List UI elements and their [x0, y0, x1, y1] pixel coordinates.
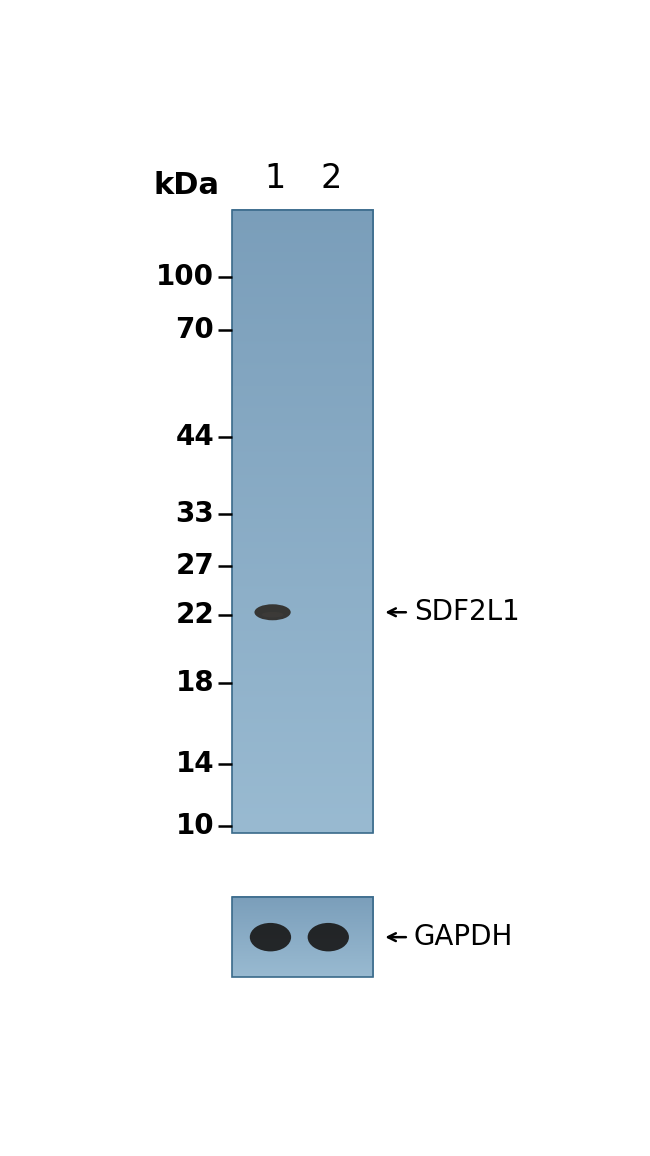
Text: 27: 27: [176, 551, 214, 580]
Text: 18: 18: [176, 669, 214, 697]
Text: 10: 10: [176, 812, 214, 840]
Text: 44: 44: [176, 423, 214, 451]
Bar: [233, 210, 373, 833]
Text: 100: 100: [156, 262, 214, 290]
Ellipse shape: [250, 922, 291, 951]
Ellipse shape: [307, 922, 349, 951]
Text: 70: 70: [176, 316, 214, 344]
Text: GAPDH: GAPDH: [414, 924, 513, 951]
Text: kDa: kDa: [154, 170, 220, 200]
Ellipse shape: [254, 605, 291, 621]
Text: 33: 33: [176, 501, 214, 528]
Text: 22: 22: [176, 601, 214, 629]
Bar: [233, 897, 373, 977]
Text: 14: 14: [176, 749, 214, 778]
Ellipse shape: [262, 612, 283, 617]
Text: 2: 2: [320, 162, 342, 195]
Text: 1: 1: [264, 162, 285, 195]
Text: SDF2L1: SDF2L1: [414, 599, 519, 627]
